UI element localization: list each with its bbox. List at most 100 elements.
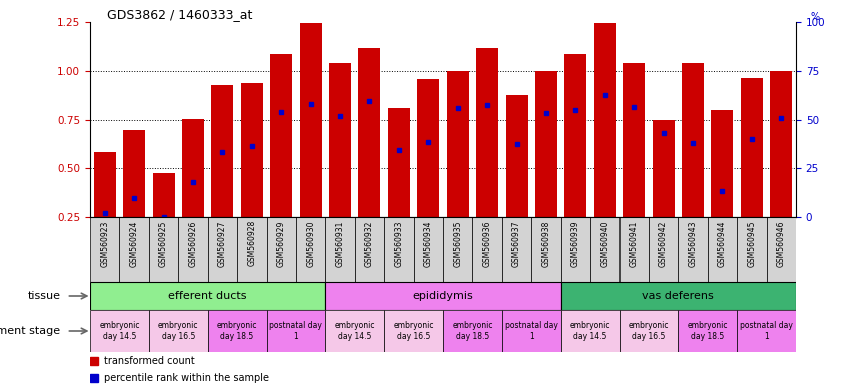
- Bar: [561, 217, 590, 282]
- Bar: [561, 282, 796, 310]
- Bar: [594, 23, 616, 266]
- Text: GSM560941: GSM560941: [630, 220, 638, 266]
- Bar: [417, 79, 439, 266]
- Bar: [708, 217, 738, 282]
- Text: embryonic
day 18.5: embryonic day 18.5: [452, 321, 493, 341]
- Bar: [535, 71, 557, 266]
- Bar: [325, 310, 384, 352]
- Bar: [502, 310, 561, 352]
- Text: GSM560946: GSM560946: [777, 220, 785, 267]
- Bar: [711, 110, 733, 266]
- Text: embryonic
day 14.5: embryonic day 14.5: [335, 321, 375, 341]
- Bar: [237, 217, 267, 282]
- Text: GSM560927: GSM560927: [218, 220, 227, 266]
- Text: GSM560944: GSM560944: [718, 220, 727, 267]
- Text: epididymis: epididymis: [413, 291, 473, 301]
- Bar: [267, 310, 325, 352]
- Text: GSM560936: GSM560936: [483, 220, 492, 267]
- Text: GDS3862 / 1460333_at: GDS3862 / 1460333_at: [107, 8, 252, 21]
- Bar: [679, 217, 708, 282]
- Bar: [90, 217, 119, 282]
- Text: GSM560932: GSM560932: [365, 220, 374, 266]
- Bar: [770, 71, 792, 266]
- Bar: [299, 23, 321, 266]
- Bar: [267, 217, 296, 282]
- Bar: [738, 310, 796, 352]
- Bar: [123, 130, 145, 266]
- Text: GSM560937: GSM560937: [512, 220, 521, 267]
- Text: GSM560928: GSM560928: [247, 220, 257, 266]
- Bar: [561, 310, 620, 352]
- Text: GSM560945: GSM560945: [748, 220, 756, 267]
- Text: embryonic
day 14.5: embryonic day 14.5: [570, 321, 611, 341]
- Bar: [564, 54, 586, 266]
- Bar: [476, 48, 498, 266]
- Bar: [502, 217, 532, 282]
- Bar: [623, 63, 645, 266]
- Text: GSM560940: GSM560940: [600, 220, 609, 267]
- Bar: [384, 217, 414, 282]
- Text: GSM560929: GSM560929: [277, 220, 286, 266]
- Bar: [329, 63, 351, 266]
- Bar: [384, 310, 443, 352]
- Bar: [473, 217, 502, 282]
- Bar: [767, 217, 796, 282]
- Bar: [447, 71, 468, 266]
- Bar: [620, 217, 649, 282]
- Text: efferent ducts: efferent ducts: [168, 291, 247, 301]
- Text: embryonic
day 18.5: embryonic day 18.5: [217, 321, 257, 341]
- Text: GSM560923: GSM560923: [100, 220, 109, 266]
- Text: GSM560931: GSM560931: [336, 220, 345, 266]
- Text: %: %: [810, 12, 819, 22]
- Bar: [505, 95, 527, 266]
- Bar: [532, 217, 561, 282]
- Text: GSM560934: GSM560934: [424, 220, 433, 267]
- Bar: [90, 310, 149, 352]
- Bar: [270, 54, 292, 266]
- Bar: [325, 217, 355, 282]
- Bar: [355, 217, 384, 282]
- Text: postnatal day
1: postnatal day 1: [269, 321, 322, 341]
- Text: GSM560939: GSM560939: [571, 220, 580, 267]
- Bar: [738, 217, 767, 282]
- Bar: [211, 85, 234, 266]
- Bar: [443, 310, 502, 352]
- Bar: [152, 173, 175, 266]
- Text: transformed count: transformed count: [104, 356, 195, 366]
- Text: GSM560930: GSM560930: [306, 220, 315, 267]
- Text: GSM560943: GSM560943: [689, 220, 697, 267]
- Bar: [178, 217, 208, 282]
- Text: GSM560925: GSM560925: [159, 220, 168, 266]
- Bar: [325, 282, 561, 310]
- Text: GSM560926: GSM560926: [188, 220, 198, 266]
- Bar: [679, 310, 738, 352]
- Text: vas deferens: vas deferens: [643, 291, 714, 301]
- Bar: [620, 310, 679, 352]
- Text: embryonic
day 16.5: embryonic day 16.5: [158, 321, 198, 341]
- Text: GSM560942: GSM560942: [659, 220, 668, 266]
- Bar: [208, 217, 237, 282]
- Bar: [358, 48, 380, 266]
- Bar: [241, 83, 263, 266]
- Bar: [119, 217, 149, 282]
- Text: percentile rank within the sample: percentile rank within the sample: [104, 373, 269, 383]
- Bar: [149, 310, 208, 352]
- Text: GSM560924: GSM560924: [130, 220, 139, 266]
- Bar: [653, 119, 674, 266]
- Text: embryonic
day 14.5: embryonic day 14.5: [99, 321, 140, 341]
- Bar: [649, 217, 679, 282]
- Bar: [388, 108, 410, 266]
- Text: GSM560935: GSM560935: [453, 220, 463, 267]
- Bar: [90, 282, 325, 310]
- Text: tissue: tissue: [28, 291, 61, 301]
- Text: postnatal day
1: postnatal day 1: [505, 321, 558, 341]
- Bar: [208, 310, 267, 352]
- Text: embryonic
day 16.5: embryonic day 16.5: [629, 321, 669, 341]
- Bar: [414, 217, 443, 282]
- Bar: [296, 217, 325, 282]
- Text: postnatal day
1: postnatal day 1: [740, 321, 793, 341]
- Bar: [590, 217, 620, 282]
- Text: development stage: development stage: [0, 326, 61, 336]
- Bar: [149, 217, 178, 282]
- Text: embryonic
day 16.5: embryonic day 16.5: [394, 321, 434, 341]
